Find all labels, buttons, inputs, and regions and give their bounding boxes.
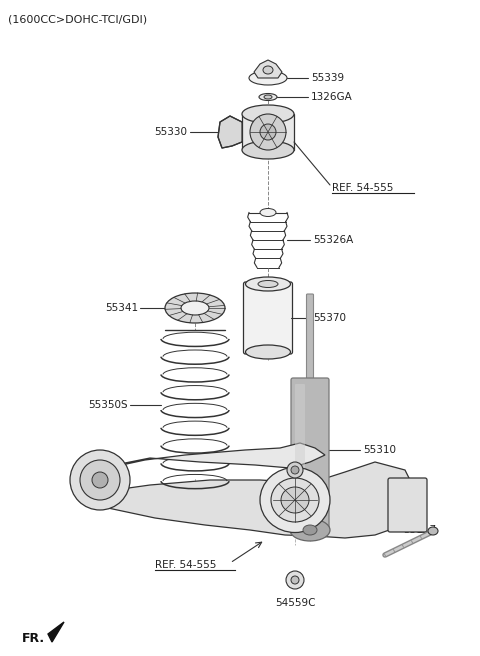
Ellipse shape xyxy=(242,105,294,123)
Ellipse shape xyxy=(271,478,319,522)
FancyBboxPatch shape xyxy=(295,384,305,526)
Circle shape xyxy=(260,124,276,140)
Text: 55350S: 55350S xyxy=(88,400,128,410)
FancyBboxPatch shape xyxy=(388,478,427,532)
Text: 55117: 55117 xyxy=(403,525,436,535)
Text: 55370: 55370 xyxy=(313,313,346,323)
FancyBboxPatch shape xyxy=(242,114,294,150)
Circle shape xyxy=(291,466,299,474)
Polygon shape xyxy=(100,443,325,468)
Circle shape xyxy=(70,450,130,510)
Ellipse shape xyxy=(165,293,225,323)
Text: 1326GA: 1326GA xyxy=(311,92,353,102)
Polygon shape xyxy=(218,116,242,148)
Text: 55326A: 55326A xyxy=(313,235,353,245)
FancyBboxPatch shape xyxy=(291,378,329,532)
Ellipse shape xyxy=(303,525,317,535)
Ellipse shape xyxy=(260,209,276,216)
Text: 55310: 55310 xyxy=(363,445,396,455)
Ellipse shape xyxy=(245,345,290,359)
Circle shape xyxy=(286,571,304,589)
Text: REF. 54-555: REF. 54-555 xyxy=(155,560,216,570)
Circle shape xyxy=(80,460,120,500)
Circle shape xyxy=(287,462,303,478)
Ellipse shape xyxy=(264,95,272,99)
Text: 55330: 55330 xyxy=(154,127,187,137)
Text: 55341: 55341 xyxy=(105,303,138,313)
Ellipse shape xyxy=(249,71,287,85)
Text: 55339: 55339 xyxy=(311,73,344,83)
Ellipse shape xyxy=(258,281,278,287)
Ellipse shape xyxy=(428,527,438,535)
FancyBboxPatch shape xyxy=(307,294,313,381)
Circle shape xyxy=(291,576,299,584)
Circle shape xyxy=(250,114,286,150)
Text: REF. 54-555: REF. 54-555 xyxy=(332,183,394,193)
Text: 54559C: 54559C xyxy=(275,598,315,608)
Ellipse shape xyxy=(181,301,209,315)
FancyBboxPatch shape xyxy=(243,282,292,354)
Ellipse shape xyxy=(259,94,277,100)
Text: (1600CC>DOHC-TCI/GDI): (1600CC>DOHC-TCI/GDI) xyxy=(8,14,147,24)
Ellipse shape xyxy=(245,277,290,291)
Ellipse shape xyxy=(242,141,294,159)
Ellipse shape xyxy=(290,519,330,541)
Polygon shape xyxy=(100,462,415,538)
Polygon shape xyxy=(254,60,282,78)
Text: FR.: FR. xyxy=(22,632,45,644)
Ellipse shape xyxy=(263,66,273,74)
Ellipse shape xyxy=(281,487,309,513)
Circle shape xyxy=(92,472,108,488)
Polygon shape xyxy=(48,622,64,642)
Ellipse shape xyxy=(260,468,330,533)
